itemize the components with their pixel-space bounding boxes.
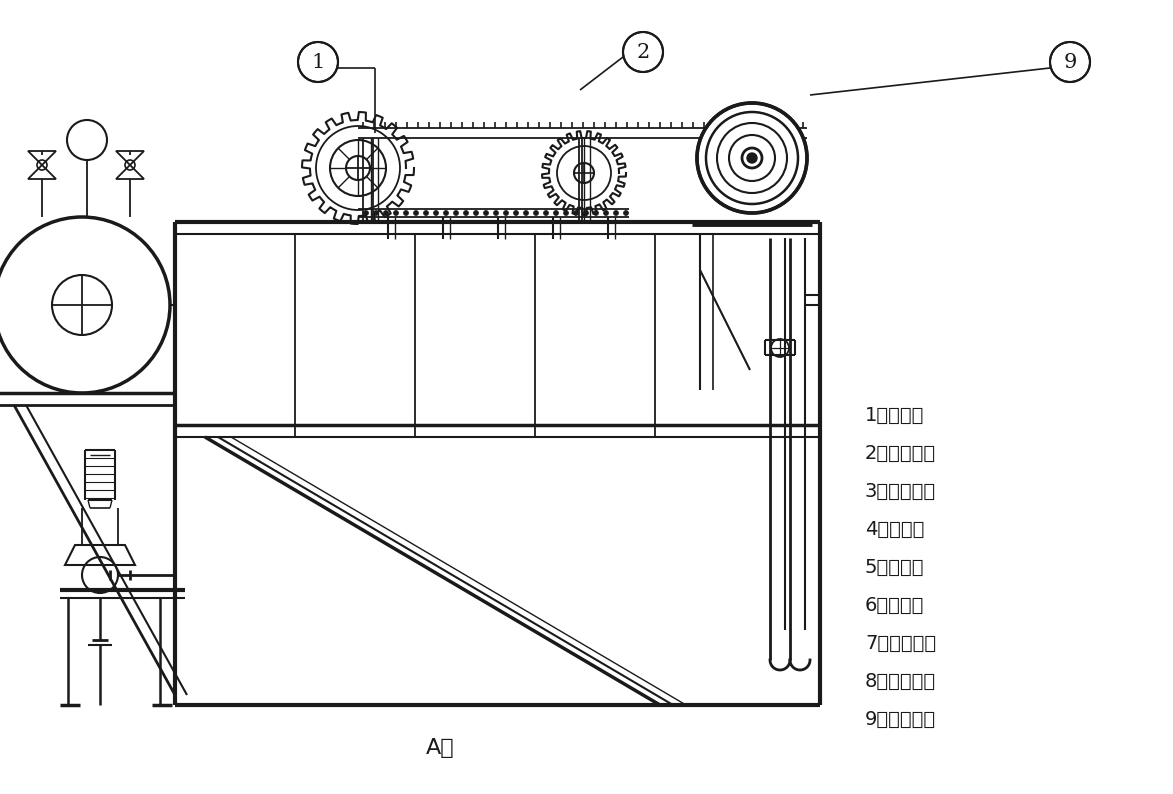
Circle shape — [404, 210, 408, 215]
Circle shape — [373, 210, 379, 215]
Circle shape — [624, 210, 629, 215]
Text: 3、检修爬梯: 3、检修爬梯 — [865, 481, 936, 500]
Circle shape — [543, 210, 549, 215]
Circle shape — [747, 153, 757, 163]
Text: 1: 1 — [311, 52, 325, 71]
Circle shape — [443, 210, 448, 215]
Text: 5、溶气罐: 5、溶气罐 — [865, 557, 924, 576]
Circle shape — [503, 210, 509, 215]
Circle shape — [454, 210, 459, 215]
Circle shape — [483, 210, 488, 215]
Circle shape — [623, 32, 663, 72]
Circle shape — [523, 210, 529, 215]
Circle shape — [613, 210, 618, 215]
Circle shape — [298, 42, 338, 82]
Text: 1、刷渣板: 1、刷渣板 — [865, 406, 924, 425]
Text: 2、刷渣链条: 2、刷渣链条 — [865, 444, 936, 462]
Circle shape — [474, 210, 479, 215]
Circle shape — [594, 210, 598, 215]
Circle shape — [463, 210, 468, 215]
Circle shape — [434, 210, 439, 215]
Circle shape — [384, 210, 388, 215]
Circle shape — [554, 210, 558, 215]
Text: 4、刷渣板: 4、刷渣板 — [865, 519, 924, 538]
Circle shape — [583, 210, 589, 215]
Text: 2: 2 — [637, 43, 650, 61]
Circle shape — [514, 210, 518, 215]
Text: 9、驱动电机: 9、驱动电机 — [865, 710, 936, 729]
Circle shape — [697, 103, 807, 213]
Text: 6、溶气泵: 6、溶气泵 — [865, 596, 924, 615]
Circle shape — [534, 210, 538, 215]
Circle shape — [414, 210, 419, 215]
Text: A向: A向 — [426, 738, 454, 758]
Circle shape — [603, 210, 609, 215]
Circle shape — [1050, 42, 1090, 82]
Circle shape — [574, 210, 578, 215]
Circle shape — [494, 210, 499, 215]
Text: 8、链条支座: 8、链条支座 — [865, 672, 936, 691]
Text: 7、控制系统: 7、控制系统 — [865, 634, 936, 653]
Circle shape — [364, 210, 368, 215]
Text: 9: 9 — [1063, 52, 1077, 71]
Circle shape — [393, 210, 399, 215]
Circle shape — [563, 210, 569, 215]
Circle shape — [423, 210, 428, 215]
